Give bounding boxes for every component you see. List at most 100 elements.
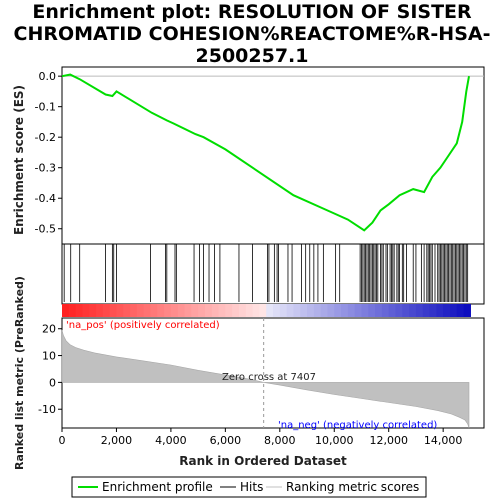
heat-segment (184, 304, 192, 317)
hit-lines (63, 244, 469, 302)
x-tick-label: 10,000 (315, 434, 354, 447)
heat-segment (136, 304, 145, 317)
rank-heat-bar (62, 304, 471, 317)
heat-segment (68, 304, 77, 317)
es-panel-frame (61, 66, 485, 245)
es-panel: 0.0 -0.1 -0.2 -0.3 -0.4 -0.5 Enrichment score… (12, 66, 485, 245)
x-tick-label: 0 (59, 434, 66, 447)
heat-segment (218, 304, 226, 317)
heat-segment (211, 304, 220, 317)
heat-segment (388, 304, 397, 317)
heat-segment (375, 304, 383, 317)
es-y-tick-label: -0.1 (35, 101, 56, 114)
metric-y-tick-label: 20 (42, 323, 56, 336)
metric-y-axis-label: Ranked list metric (PreRanked) (13, 276, 26, 470)
hits-panel (61, 243, 485, 317)
heat-segment (463, 304, 471, 317)
heat-segment (347, 304, 356, 317)
heat-segment (422, 304, 431, 317)
title-line-1: Enrichment plot: RESOLUTION OF SISTER (32, 1, 472, 23)
hits-panel-frame (61, 243, 485, 305)
heat-segment (164, 304, 172, 317)
heat-segment (150, 304, 158, 317)
heat-segment (443, 304, 451, 317)
heat-segment (279, 304, 288, 317)
x-tick-label: 14,000 (424, 434, 463, 447)
metric-y-tick-label: -10 (38, 403, 56, 416)
heat-segment (109, 304, 118, 317)
heat-segment (116, 304, 124, 317)
heat-segment (429, 304, 437, 317)
chart-title: Enrichment plot: RESOLUTION OF SISTER CH… (14, 1, 491, 67)
heat-segment (238, 304, 247, 317)
legend-label-enrichment: Enrichment profile (102, 480, 213, 494)
x-tick-label: 4,000 (155, 434, 187, 447)
heat-segment (313, 304, 322, 317)
es-profile-line (61, 73, 470, 232)
heat-segment (300, 304, 308, 317)
heat-segment (177, 304, 186, 317)
metric-y-tick-label: 0 (49, 376, 56, 389)
legend-label-hits: Hits (240, 480, 263, 494)
heat-segment (402, 304, 410, 317)
heat-segment (415, 304, 424, 317)
heat-segment (143, 304, 152, 317)
heat-segment (191, 304, 199, 317)
heat-segment (96, 304, 104, 317)
heat-segment (252, 304, 260, 317)
heat-segment (327, 304, 335, 317)
heat-segment (130, 304, 138, 317)
heat-segment (266, 304, 274, 317)
heat-segment (409, 304, 417, 317)
heat-segment (436, 304, 444, 317)
heat-segment (157, 304, 165, 317)
heat-segment (225, 304, 233, 317)
es-y-axis-label: Enrichment score (ES) (12, 85, 26, 235)
zero-cross-label: Zero cross at 7407 (222, 372, 316, 383)
es-y-tick-label: 0.0 (39, 70, 57, 83)
metric-y-ticks: 20 10 0 -10 (38, 323, 62, 416)
metric-area (61, 330, 470, 429)
metric-panel: 20 10 0 -10 'na_pos' (positively correlated… (13, 276, 485, 470)
heat-segment (307, 304, 315, 317)
positive-correlation-label: 'na_pos' (positively correlated) (66, 320, 220, 331)
heat-segment (273, 304, 281, 317)
metric-y-tick-label: 10 (42, 350, 56, 363)
heat-segment (320, 304, 329, 317)
heat-segment (62, 304, 70, 317)
es-y-ticks: 0.0 -0.1 -0.2 -0.3 -0.4 -0.5 (35, 70, 62, 236)
heat-segment (89, 304, 97, 317)
title-line-3: 2500257.1 (196, 45, 309, 67)
x-tick-label: 2,000 (101, 434, 133, 447)
heat-segment (449, 304, 458, 317)
es-y-tick-label: -0.5 (35, 223, 56, 236)
heat-segment (123, 304, 131, 317)
legend: Enrichment profile Hits Ranking metric s… (71, 476, 427, 498)
x-tick-label: 12,000 (369, 434, 408, 447)
heat-segment (259, 304, 267, 317)
x-axis-ticks: 0 2,000 4,000 6,000 8,000 10,000 12,000 14,000 (59, 428, 463, 447)
x-axis-label: Rank in Ordered Dataset (179, 454, 347, 468)
legend-label-ranking: Ranking metric scores (286, 480, 419, 494)
x-tick-label: 6,000 (210, 434, 242, 447)
heat-segment (75, 304, 84, 317)
title-line-2: CHROMATID COHESION%REACTOME%R-HSA- (14, 23, 491, 45)
heat-segment (102, 304, 111, 317)
heat-segment (334, 304, 342, 317)
heat-segment (204, 304, 213, 317)
heat-segment (293, 304, 301, 317)
heat-segment (354, 304, 363, 317)
heat-segment (456, 304, 465, 317)
heat-segment (232, 304, 240, 317)
heat-segment (170, 304, 179, 317)
negative-correlation-label: 'na_neg' (negatively correlated) (278, 420, 437, 431)
es-y-tick-label: -0.2 (35, 131, 56, 144)
heat-segment (368, 304, 376, 317)
es-y-tick-label: -0.3 (35, 162, 56, 175)
heat-segment (381, 304, 390, 317)
heat-segment (341, 304, 349, 317)
heat-segment (361, 304, 369, 317)
heat-segment (198, 304, 206, 317)
